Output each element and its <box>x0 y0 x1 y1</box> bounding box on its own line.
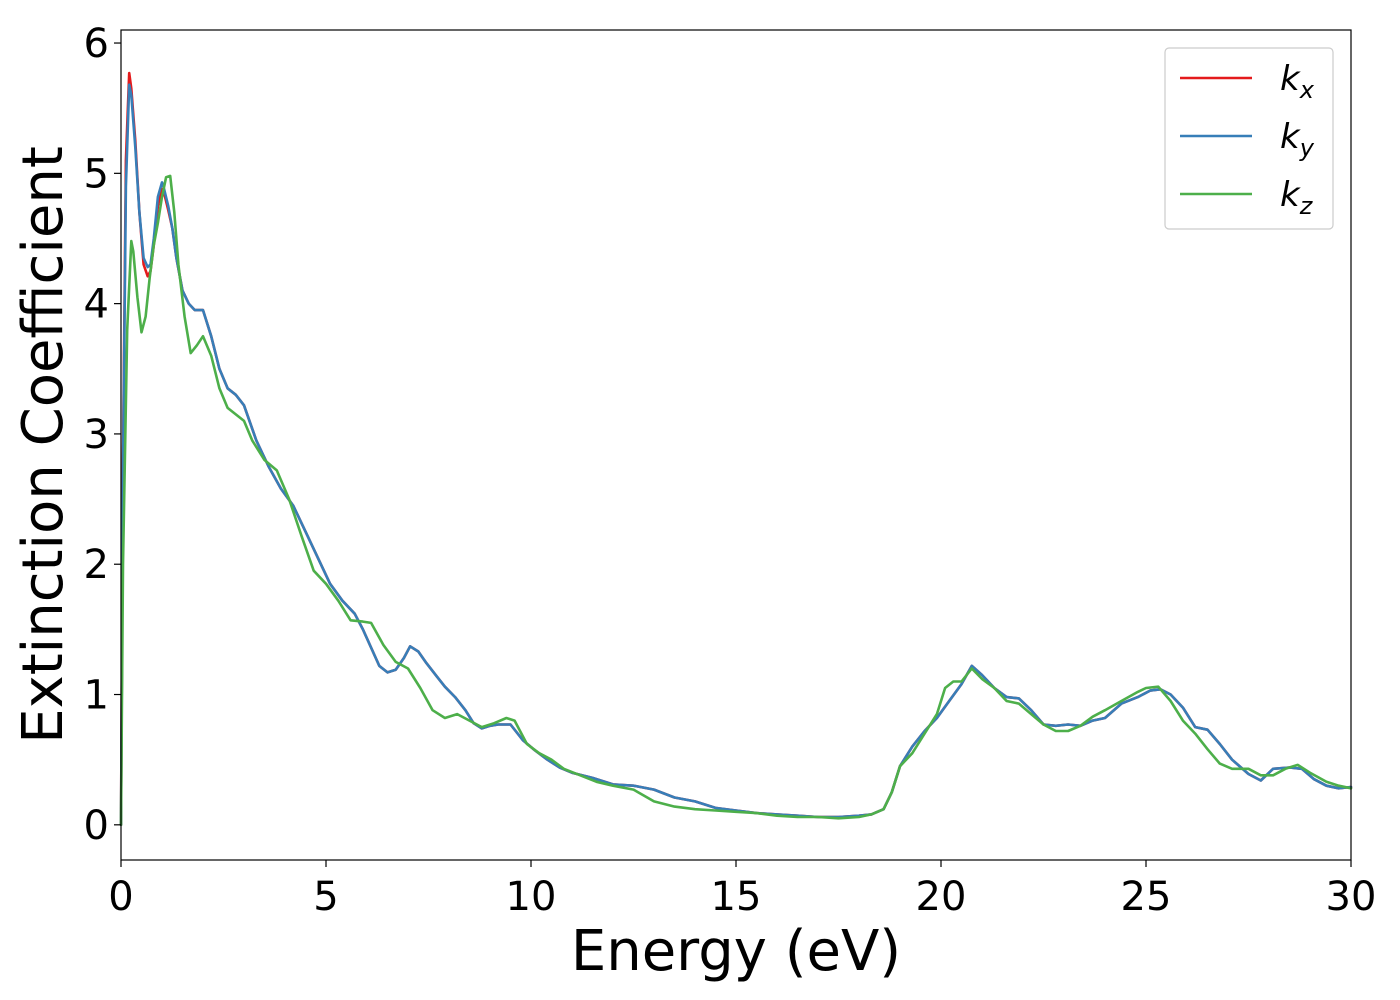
y-tick-label: 1 <box>84 673 109 719</box>
x-tick-label: 10 <box>506 874 557 920</box>
y-tick-label: 4 <box>84 282 109 328</box>
series-lines <box>119 71 1353 827</box>
x-tick-label: 25 <box>1121 874 1172 920</box>
legend-label-kz: kz <box>1280 175 1314 220</box>
y-tick-label: 5 <box>84 151 109 197</box>
legend-label-kx: kx <box>1280 59 1315 104</box>
x-tick-label: 0 <box>108 874 133 920</box>
x-axis-label: Energy (eV) <box>571 919 901 984</box>
y-axis-label: Extinction Coefficient <box>11 146 76 744</box>
x-tick-label: 20 <box>916 874 967 920</box>
legend-label-ky: ky <box>1280 117 1315 162</box>
series-line-kz <box>119 174 1353 827</box>
y-tick-label: 0 <box>84 803 109 849</box>
series-line-ky <box>119 83 1353 827</box>
x-tick-label: 30 <box>1326 874 1377 920</box>
x-tick-label: 15 <box>711 874 762 920</box>
y-tick-label: 2 <box>84 542 109 588</box>
legend-box <box>1164 47 1334 230</box>
x-tick-label: 5 <box>313 874 338 920</box>
axis-ticks: 0 5 10 15 20 25 30 0 1 2 3 4 5 6 <box>84 21 1377 920</box>
y-tick-label: 6 <box>84 21 109 67</box>
legend: kx ky kz <box>1164 47 1334 230</box>
y-tick-label: 3 <box>84 412 109 458</box>
plot-frame <box>120 29 1352 861</box>
